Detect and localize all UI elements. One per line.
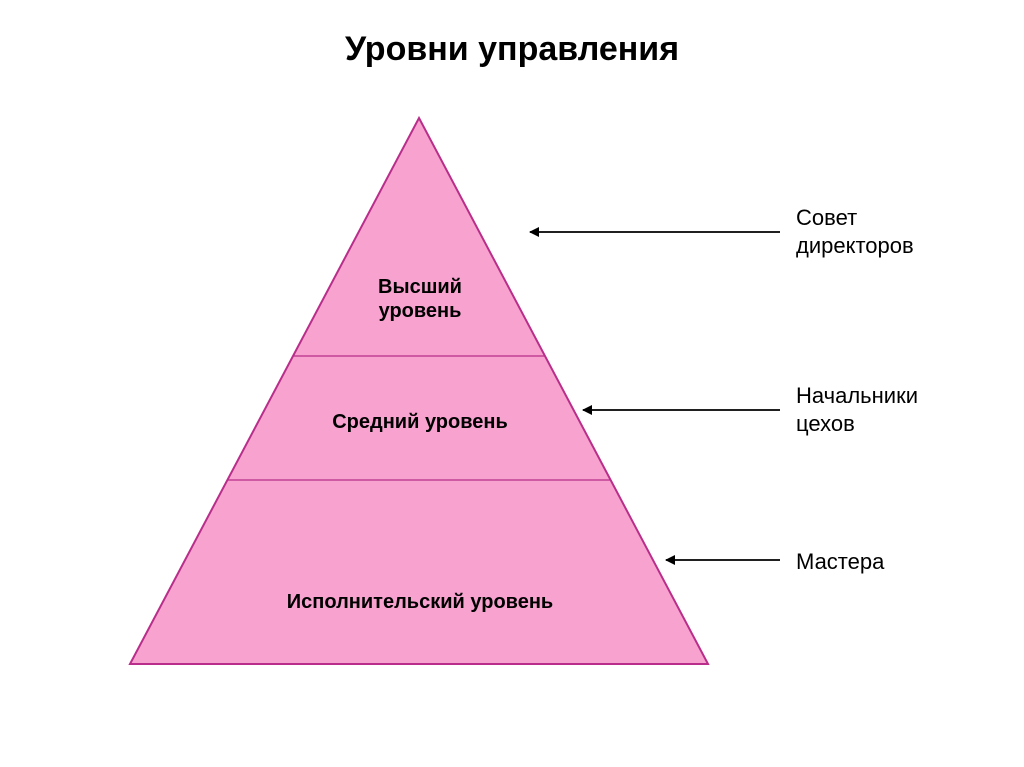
annotation-middle: Начальникицехов bbox=[796, 382, 918, 437]
annotation-top: Советдиректоров bbox=[796, 204, 914, 259]
annotation-bottom: Мастера bbox=[796, 548, 884, 576]
pyramid-diagram: Высшийуровень Средний уровень Исполнител… bbox=[0, 100, 1024, 740]
level-middle-label: Средний уровень bbox=[300, 410, 540, 434]
level-top-label: Высшийуровень bbox=[350, 275, 490, 323]
level-bottom-label: Исполнительский уровень bbox=[245, 590, 595, 614]
page-title: Уровни управления bbox=[0, 30, 1024, 69]
